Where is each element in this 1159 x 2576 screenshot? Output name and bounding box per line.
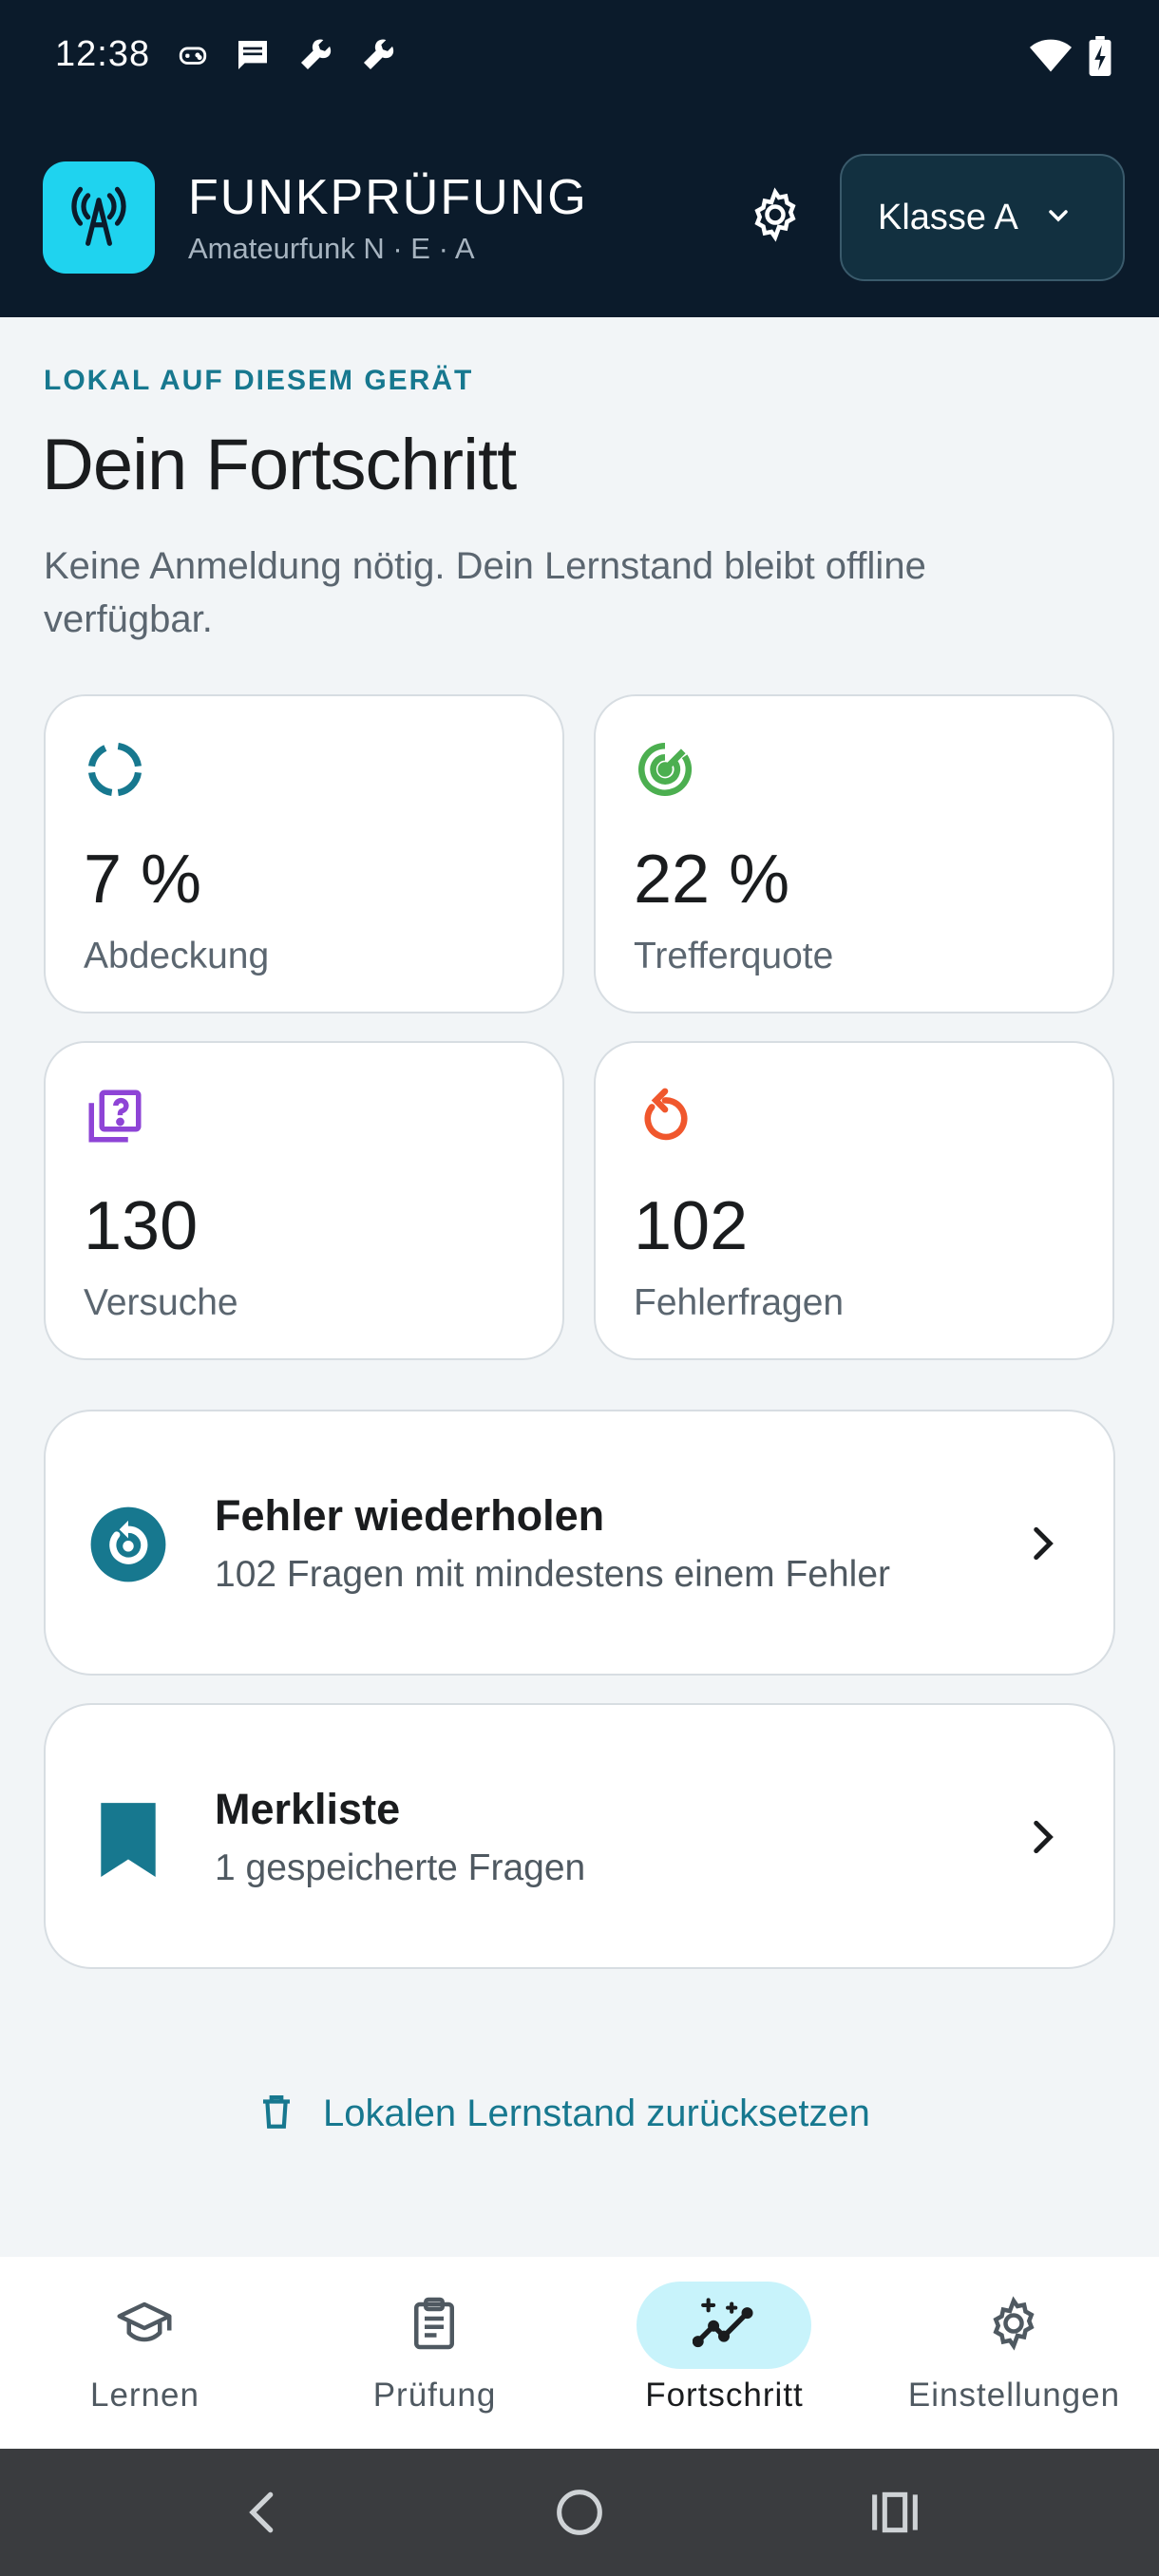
- class-selector-label: Klasse A: [878, 197, 1018, 237]
- gear-icon: [985, 2295, 1042, 2357]
- nav-item-pruefung[interactable]: Prüfung: [290, 2257, 580, 2449]
- stat-card-hit-rate: 22 % Trefferquote: [594, 694, 1114, 1013]
- action-title: Merkliste: [215, 1785, 401, 1833]
- nav-item-fortschritt[interactable]: Fortschritt: [580, 2257, 869, 2449]
- repeat-errors-card[interactable]: Fehler wiederholen 102 Fragen mit mindes…: [44, 1410, 1115, 1676]
- app-logo: [43, 161, 155, 274]
- gamepad-icon: [177, 39, 209, 76]
- clipboard-icon: [406, 2295, 463, 2357]
- page-title: Dein Fortschritt: [42, 425, 517, 505]
- system-navigation-bar: [0, 2449, 1159, 2576]
- bookmark-icon: [86, 1795, 171, 1881]
- nav-label: Einstellungen: [907, 2377, 1121, 2414]
- stat-value: 102: [634, 1188, 749, 1264]
- nav-label: Prüfung: [372, 2377, 497, 2414]
- nav-label: Fortschritt: [645, 2377, 804, 2414]
- stat-label: Abdeckung: [84, 936, 270, 976]
- battery-charging-icon: [1089, 36, 1112, 81]
- quiz-icon: [84, 1085, 146, 1147]
- replay-icon: [634, 1085, 696, 1147]
- trash-icon: [256, 2090, 296, 2138]
- progress-ring-icon: [84, 738, 146, 801]
- system-recents-icon[interactable]: [864, 2482, 925, 2543]
- school-icon: [116, 2295, 173, 2357]
- wrench-icon: [296, 36, 334, 79]
- system-back-icon[interactable]: [234, 2482, 294, 2543]
- nav-item-einstellungen[interactable]: Einstellungen: [869, 2257, 1159, 2449]
- stat-value: 22 %: [634, 842, 790, 918]
- wrench-icon: [359, 36, 397, 79]
- bottom-navigation: Lernen Prüfung Fortschritt: [0, 2257, 1159, 2449]
- wifi-icon: [1030, 37, 1072, 80]
- action-title: Fehler wiederholen: [215, 1491, 605, 1540]
- app-bar: FUNKPRÜFUNG Amateurfunk N · E · A Klasse…: [0, 118, 1159, 317]
- stat-card-coverage: 7 % Abdeckung: [44, 694, 564, 1013]
- status-time: 12:38: [55, 34, 151, 74]
- stat-label: Trefferquote: [634, 936, 834, 976]
- target-icon: [634, 738, 696, 801]
- gear-icon: [747, 186, 804, 248]
- app-subtitle: Amateurfunk N · E · A: [188, 232, 475, 265]
- action-subtitle: 102 Fragen mit mindestens einem Fehler: [215, 1554, 891, 1595]
- page-description: Keine Anmeldung nötig. Dein Lernstand bl…: [44, 545, 926, 640]
- nav-item-lernen[interactable]: Lernen: [0, 2257, 290, 2449]
- stat-card-error-questions: 102 Fehlerfragen: [594, 1041, 1114, 1360]
- message-icon: [234, 36, 272, 79]
- action-subtitle: 1 gespeicherte Fragen: [215, 1847, 586, 1888]
- replay-circle-icon: [86, 1502, 171, 1587]
- chevron-right-icon: [1018, 1520, 1066, 1567]
- chevron-down-icon: [1043, 200, 1074, 236]
- stat-label: Versuche: [84, 1282, 238, 1323]
- reset-progress-button[interactable]: Lokalen Lernstand zurücksetzen: [256, 2080, 870, 2147]
- system-home-icon[interactable]: [549, 2482, 610, 2543]
- reset-progress-label: Lokalen Lernstand zurücksetzen: [323, 2092, 870, 2134]
- status-bar: 12:38: [0, 0, 1159, 118]
- chevron-right-icon: [1018, 1813, 1066, 1861]
- nav-label: Lernen: [90, 2377, 200, 2414]
- antenna-icon: [62, 179, 136, 257]
- settings-button[interactable]: [739, 180, 811, 253]
- insights-icon: [692, 2295, 755, 2357]
- stat-value: 130: [84, 1188, 199, 1264]
- stat-label: Fehlerfragen: [634, 1282, 845, 1323]
- section-eyebrow: LOKAL AUF DIESEM GERÄT: [44, 365, 474, 396]
- bookmark-list-card[interactable]: Merkliste 1 gespeicherte Fragen: [44, 1703, 1115, 1969]
- stat-value: 7 %: [84, 842, 202, 918]
- class-selector[interactable]: Klasse A: [840, 154, 1125, 281]
- stat-card-attempts: 130 Versuche: [44, 1041, 564, 1360]
- app-title: FUNKPRÜFUNG: [188, 170, 588, 225]
